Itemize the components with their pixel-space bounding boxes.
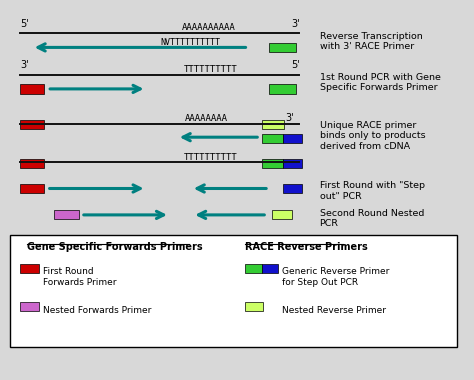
Text: RACE Reverse Primers: RACE Reverse Primers	[245, 242, 367, 252]
Text: First Round with "Step
out" PCR: First Round with "Step out" PCR	[319, 181, 425, 201]
Bar	[272, 211, 292, 219]
Bar	[20, 184, 45, 193]
Bar	[283, 184, 302, 193]
Text: TTTTTTTTTT: TTTTTTTTTT	[184, 65, 237, 74]
Text: TTTTTTTTTT: TTTTTTTTTT	[184, 153, 237, 162]
Text: AAAAAAAAAA: AAAAAAAAAA	[182, 23, 235, 32]
Text: Gene Specific Forwards Primers: Gene Specific Forwards Primers	[27, 242, 203, 252]
Bar	[20, 302, 39, 312]
Bar	[283, 134, 302, 143]
Text: 3': 3'	[285, 113, 294, 123]
Text: AAAAAAAA: AAAAAAAA	[185, 114, 228, 123]
Bar	[269, 84, 296, 94]
Bar	[283, 160, 302, 168]
Text: Nested Forwards Primer: Nested Forwards Primer	[43, 306, 151, 315]
Bar	[263, 160, 283, 168]
Text: NVTTTTTTTTTT: NVTTTTTTTTTT	[161, 38, 220, 48]
Bar	[54, 211, 79, 219]
Text: 3': 3'	[20, 60, 29, 70]
Text: 5': 5'	[20, 19, 29, 29]
Text: Generic Reverse Primer
for Step Out PCR: Generic Reverse Primer for Step Out PCR	[282, 268, 390, 287]
Text: 1st Round PCR with Gene
Specific Forwards Primer: 1st Round PCR with Gene Specific Forward…	[319, 73, 440, 92]
Bar	[245, 302, 264, 312]
Bar	[269, 43, 296, 52]
Text: Second Round Nested
PCR: Second Round Nested PCR	[319, 209, 424, 228]
Text: Reverse Transcription
with 3' RACE Primer: Reverse Transcription with 3' RACE Prime…	[319, 32, 422, 51]
Text: Unique RACE primer
binds only to products
derived from cDNA: Unique RACE primer binds only to product…	[319, 121, 425, 151]
Bar	[20, 160, 45, 168]
Bar	[20, 84, 45, 94]
Text: Nested Reverse Primer: Nested Reverse Primer	[282, 306, 386, 315]
Text: First Round
Forwards Primer: First Round Forwards Primer	[43, 268, 116, 287]
Text: 3': 3'	[292, 19, 300, 29]
Text: 5': 5'	[292, 60, 300, 70]
Bar	[20, 264, 39, 273]
Bar	[263, 120, 284, 129]
Bar	[10, 235, 456, 347]
Bar	[20, 120, 45, 129]
Bar	[262, 264, 278, 273]
Bar	[263, 134, 283, 143]
Bar	[245, 264, 262, 273]
